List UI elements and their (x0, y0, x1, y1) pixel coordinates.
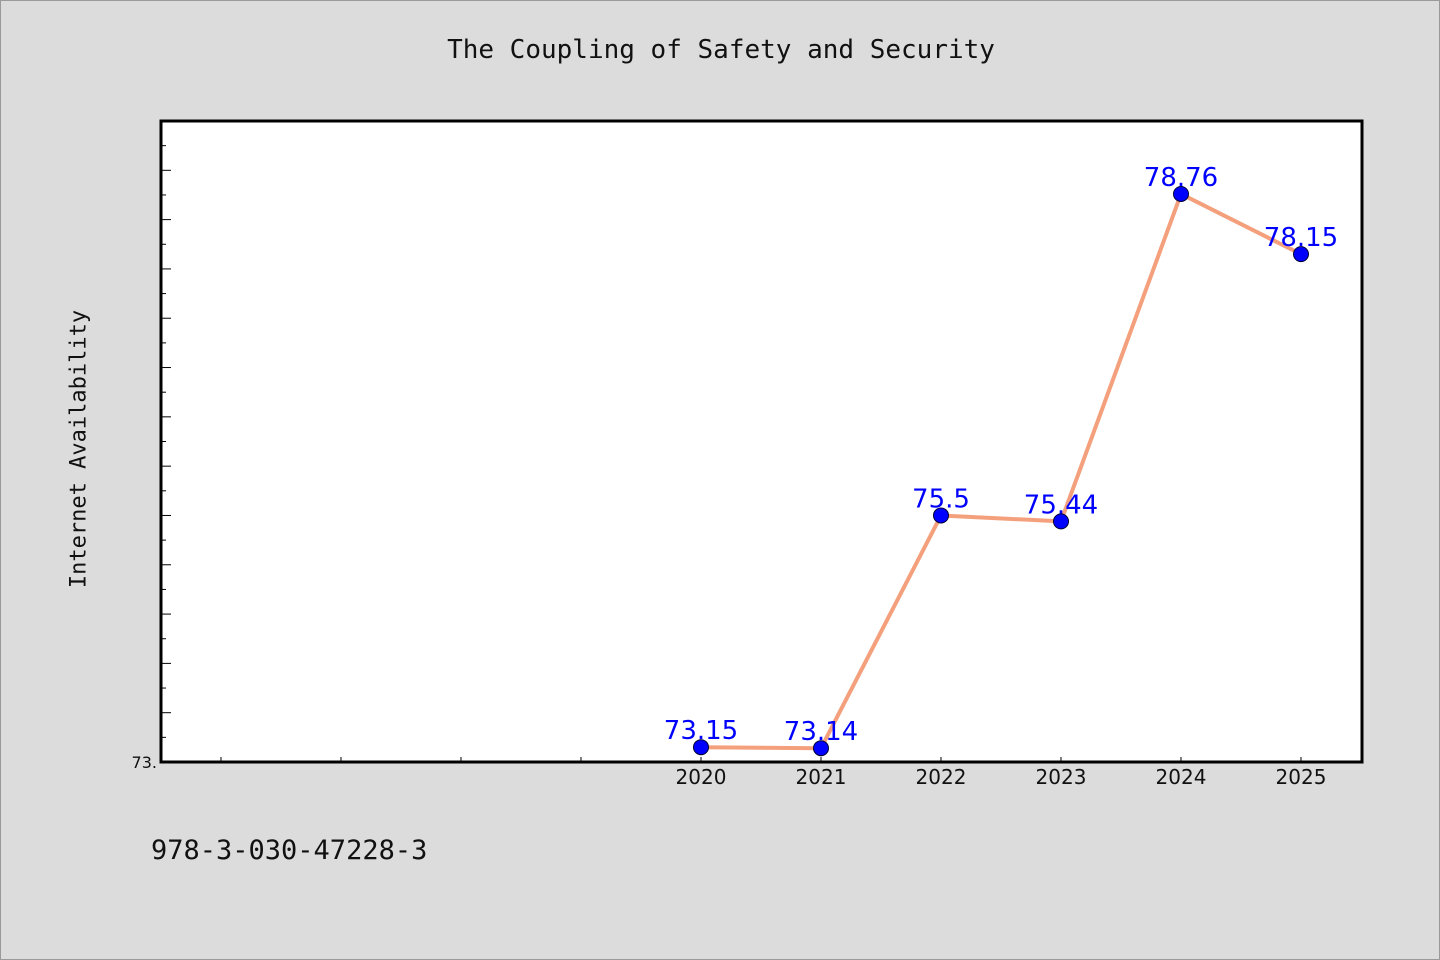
data-label-2025: 78.15 (1264, 223, 1338, 253)
x-tick-label: 2020 (676, 765, 727, 789)
x-tick-label: 2024 (1156, 765, 1207, 789)
data-label-2024: 78.76 (1144, 163, 1218, 193)
chart-title: The Coupling of Safety and Security (447, 35, 995, 65)
data-point-2024 (1173, 185, 1189, 202)
x-tick-label: 2025 (1276, 765, 1327, 789)
data-point-2023 (1053, 513, 1069, 530)
isbn-footnote: 978-3-030-47228-3 (151, 835, 428, 866)
data-label-layer: 73.15 73.14 75.5 75.44 78.76 78.15 (664, 163, 1338, 747)
data-label-2020: 73.15 (664, 716, 738, 746)
y-tick-label: 73. (132, 753, 157, 772)
data-label-2022: 75.5 (912, 484, 970, 514)
data-point-2020 (693, 739, 709, 756)
plot-frame (159, 119, 1364, 764)
data-point-2025 (1293, 246, 1309, 263)
data-point-2021 (813, 740, 829, 757)
data-label-2023: 75.44 (1024, 490, 1098, 520)
x-tick-label: 2021 (796, 765, 847, 789)
series-line (700, 191, 1302, 751)
x-axis-ticks: 2020 2021 2022 2023 2024 2025 (220, 757, 1327, 789)
plot-area (161, 121, 1362, 762)
x-tick-label: 2023 (1036, 765, 1087, 789)
data-point-2022 (933, 507, 949, 524)
data-label-2021: 73.14 (784, 717, 858, 747)
x-tick-label: 2022 (916, 765, 967, 789)
series-layer (693, 185, 1309, 757)
